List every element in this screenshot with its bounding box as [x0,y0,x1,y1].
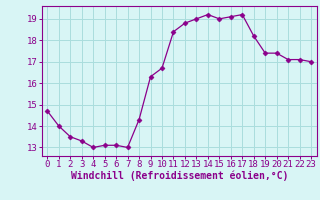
X-axis label: Windchill (Refroidissement éolien,°C): Windchill (Refroidissement éolien,°C) [70,171,288,181]
